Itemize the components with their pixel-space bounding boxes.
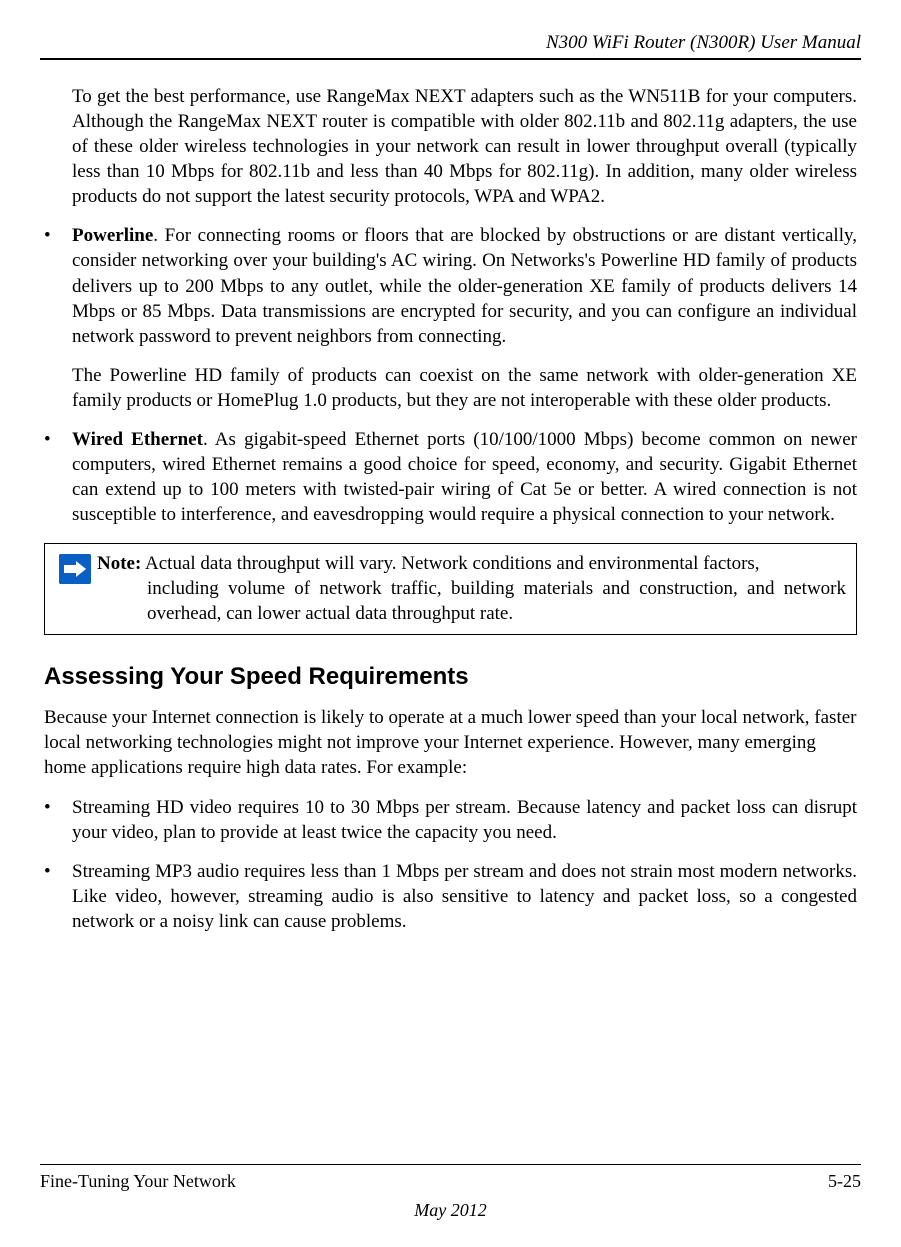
wired-label: Wired Ethernet	[72, 429, 203, 450]
footer-rule	[40, 1164, 861, 1165]
bullet-body: Streaming HD video requires 10 to 30 Mbp…	[72, 795, 857, 845]
speed-intro: Because your Internet connection is like…	[44, 705, 857, 780]
page-footer: Fine-Tuning Your Network 5-25 May 2012	[40, 1164, 861, 1221]
bullet-speed-1: • Streaming HD video requires 10 to 30 M…	[44, 795, 857, 845]
note-box: Note: Actual data throughput will vary. …	[44, 543, 857, 635]
bullet-body: Powerline. For connecting rooms or floor…	[72, 223, 857, 348]
note-continuation: including volume of network traffic, bui…	[97, 577, 846, 626]
powerline-text: . For connecting rooms or floors that ar…	[72, 225, 857, 346]
powerline-para2: The Powerline HD family of products can …	[72, 363, 857, 413]
footer-page-number: 5-25	[828, 1171, 861, 1192]
bullet-powerline: • Powerline. For connecting rooms or flo…	[44, 223, 857, 348]
note-text: Note: Actual data throughput will vary. …	[97, 552, 846, 626]
bullet-speed-2: • Streaming MP3 audio requires less than…	[44, 859, 857, 934]
bullet-marker: •	[44, 223, 72, 348]
note-label: Note:	[97, 553, 141, 574]
footer-date: May 2012	[40, 1200, 861, 1221]
bullet-body: Wired Ethernet. As gigabit-speed Etherne…	[72, 427, 857, 527]
bullet-marker: •	[44, 427, 72, 527]
bullet-marker: •	[44, 859, 72, 934]
bullet-marker: •	[44, 795, 72, 845]
running-header: N300 WiFi Router (N300R) User Manual	[40, 32, 861, 54]
intro-paragraph: To get the best performance, use RangeMa…	[72, 84, 857, 209]
footer-section: Fine-Tuning Your Network	[40, 1171, 236, 1192]
powerline-label: Powerline	[72, 225, 153, 246]
page-body: To get the best performance, use RangeMa…	[40, 84, 861, 934]
note-first-line: Actual data throughput will vary. Networ…	[141, 553, 759, 574]
note-icon-cell	[53, 552, 97, 626]
section-heading: Assessing Your Speed Requirements	[44, 663, 857, 691]
header-rule	[40, 58, 861, 60]
bullet-body: Streaming MP3 audio requires less than 1…	[72, 859, 857, 934]
arrow-icon	[59, 554, 91, 584]
bullet-wired: • Wired Ethernet. As gigabit-speed Ether…	[44, 427, 857, 527]
